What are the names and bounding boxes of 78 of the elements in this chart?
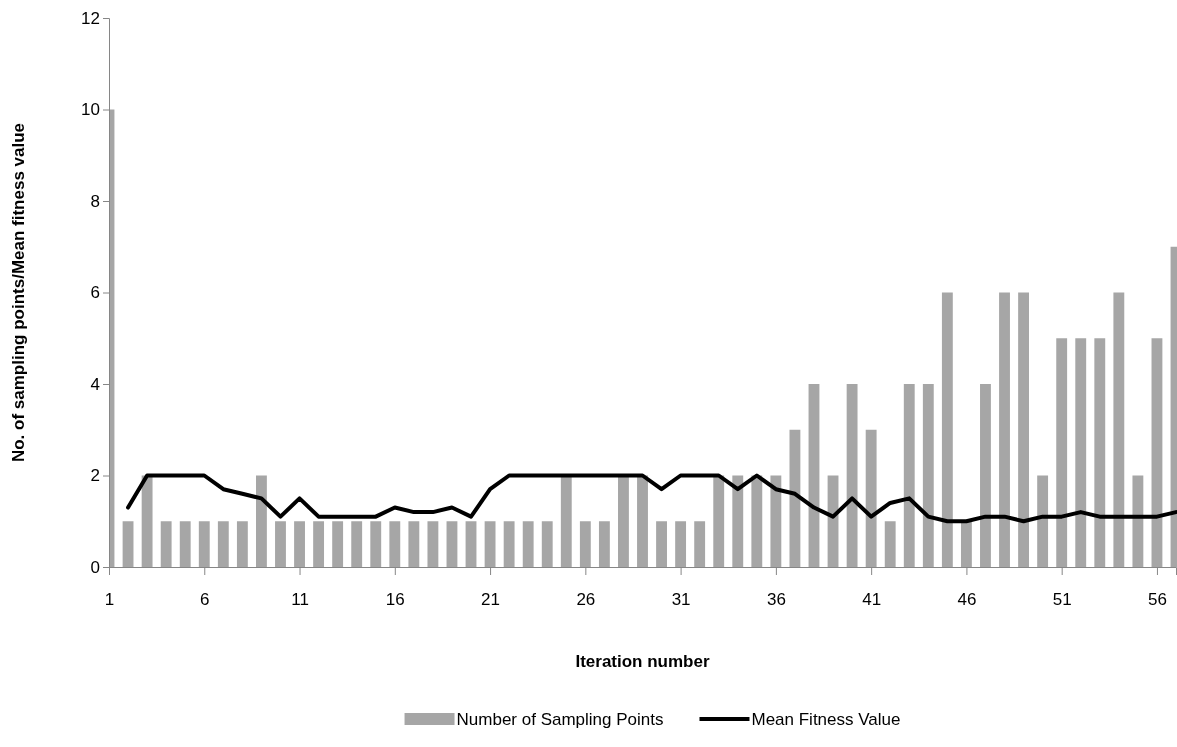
- bar: [751, 475, 763, 567]
- bar: [313, 521, 325, 567]
- bar: [465, 521, 477, 567]
- x-tick-label: 16: [385, 590, 405, 610]
- x-tick-label: 6: [200, 590, 210, 610]
- bar: [637, 475, 648, 567]
- bar: [389, 521, 401, 567]
- bar: [217, 521, 229, 567]
- x-tick-label: 1: [104, 590, 115, 610]
- line-series: [126, 473, 1177, 524]
- bar: [1132, 475, 1144, 567]
- bar: [541, 521, 553, 567]
- bar: [1113, 292, 1125, 567]
- bar: [770, 475, 782, 567]
- x-tick-label: 36: [766, 590, 786, 610]
- x-tick-label: 56: [1147, 590, 1167, 610]
- bar: [179, 521, 191, 567]
- bar: [503, 521, 515, 567]
- bar: [408, 521, 420, 567]
- bar: [446, 521, 458, 567]
- y-tick-label: 2: [90, 466, 100, 486]
- bar: [1151, 338, 1163, 567]
- bar: [484, 521, 496, 567]
- x-tick-label: 31: [671, 590, 691, 610]
- bar: [351, 521, 363, 567]
- x-tick-label: 41: [862, 590, 882, 610]
- x-tick-label: 21: [481, 590, 501, 610]
- bar: [1075, 338, 1087, 567]
- bar: [808, 384, 820, 567]
- x-axis-title: Iteration number: [575, 652, 710, 671]
- bar: [579, 521, 591, 567]
- bar: [675, 521, 687, 567]
- bar: [656, 521, 667, 567]
- bar: [960, 521, 972, 567]
- bar: [980, 384, 991, 567]
- x-tick-label: 26: [576, 590, 596, 610]
- bar: [294, 521, 305, 567]
- bar: [275, 521, 286, 567]
- y-axis-title: No. of sampling points/Mean fitness value: [9, 122, 28, 463]
- bar: [427, 521, 439, 567]
- bar: [1056, 338, 1068, 567]
- bar: [256, 475, 267, 567]
- bar: [522, 521, 534, 567]
- bar: [160, 521, 172, 567]
- bar: [732, 475, 744, 567]
- bar: [941, 292, 953, 567]
- bar: [198, 521, 210, 567]
- x-tick-label: 11: [291, 590, 309, 610]
- bar: [598, 521, 610, 567]
- y-tick-label: 12: [81, 8, 100, 28]
- bar: [1037, 475, 1049, 567]
- bar: [846, 384, 858, 567]
- bar: [903, 384, 915, 567]
- bar: [141, 475, 153, 567]
- bar: [713, 475, 725, 567]
- y-tick-label: 10: [81, 100, 100, 120]
- bar: [122, 521, 134, 567]
- bar: [560, 475, 572, 567]
- y-tick-label: 4: [90, 374, 100, 394]
- bar: [1094, 338, 1106, 567]
- y-tick-label: 8: [90, 191, 100, 211]
- bar: [999, 292, 1010, 567]
- bar: [236, 521, 248, 567]
- y-tick-label: 0: [90, 557, 100, 577]
- x-tick-label: 46: [957, 590, 977, 610]
- x-tick-label: 51: [1052, 590, 1072, 610]
- bar: [922, 384, 934, 567]
- legend-label: Mean Fitness Value: [751, 710, 901, 729]
- bar: [332, 521, 344, 567]
- bar: [884, 521, 896, 567]
- bar: [865, 429, 877, 567]
- bar: [618, 475, 629, 567]
- legend-label: Number of Sampling Points: [456, 710, 664, 729]
- y-tick-label: 6: [90, 283, 100, 303]
- bar: [694, 521, 706, 567]
- bar: [370, 521, 382, 567]
- bar: [1018, 292, 1029, 567]
- bar: [789, 429, 801, 567]
